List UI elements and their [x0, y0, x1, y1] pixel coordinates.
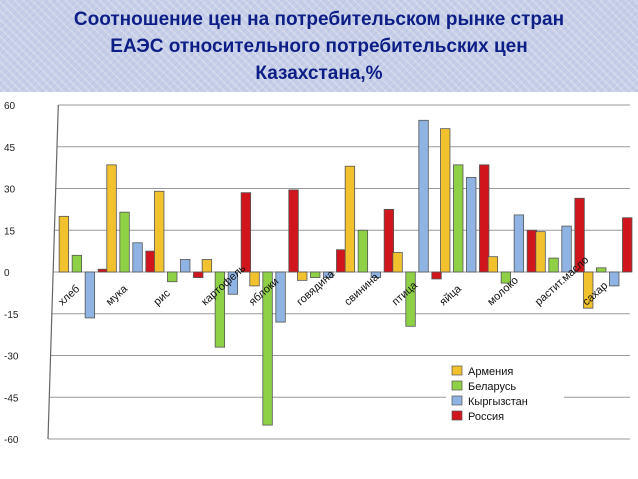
bar-Россия-молоко	[526, 229, 538, 273]
category-label: яйца	[438, 282, 465, 308]
y-tick-label: 30	[4, 185, 16, 196]
legend-label: Беларусь	[468, 381, 516, 393]
bar-Беларусь-растит.масло	[548, 257, 559, 273]
category-label: рис	[152, 287, 174, 308]
bar-Армения-сахар	[583, 271, 594, 309]
bar-Беларусь-сахар	[596, 267, 607, 273]
bar-Беларусь-мука	[119, 211, 130, 273]
bar-Армения-яблоки	[249, 271, 260, 287]
legend-box	[446, 358, 564, 428]
bar-Армения-молоко	[487, 256, 499, 273]
bar-Беларусь-яблоки	[262, 271, 273, 426]
bar-Беларусь-свинина	[357, 229, 369, 273]
y-tick-label: 0	[4, 268, 10, 279]
bar-Кыргызстан-яблоки	[275, 271, 286, 323]
title-line-1: Соотношение цен на потребительском рынке…	[73, 9, 565, 30]
legend-label: Кыргызстан	[468, 396, 528, 408]
y-tick-label: -30	[4, 352, 19, 363]
legend-swatch	[451, 380, 463, 391]
category-label: свинина	[342, 271, 382, 309]
bar-Кыргызстан-птица	[418, 119, 429, 273]
bar-Кыргызстан-сахар	[609, 271, 620, 287]
legend-label: Армения	[468, 366, 513, 378]
bar-Кыргызстан-растит.масло	[561, 225, 572, 273]
bar-Кыргызстан-мука	[132, 242, 143, 273]
category-label: мука	[104, 282, 131, 308]
bar-Беларусь-картофель	[214, 271, 226, 348]
bar-Кыргызстан-яйца	[466, 176, 477, 273]
y-tick-label: -45	[4, 393, 19, 404]
title-line-3: Казахстана,%	[255, 63, 383, 84]
y-tick-label: 45	[4, 143, 16, 154]
bar-Армения-яйца	[440, 128, 451, 273]
bar-Армения-мука	[106, 164, 117, 273]
bar-Кыргызстан-свинина	[370, 271, 382, 278]
bar-Армения-растит.масло	[535, 231, 546, 273]
y-tick-label: -15	[4, 310, 19, 321]
bar-Россия-яблоки	[288, 189, 299, 273]
bar-Беларусь-рис	[167, 271, 178, 283]
bar-Россия-сахар	[622, 217, 633, 273]
legend-swatch	[451, 365, 463, 376]
bar-Россия-мука	[145, 250, 156, 273]
chart-panel: 60 45 30 15 0 -15 -30 -45 -60 хлеб мука рис картофел…	[0, 92, 638, 479]
bar-Беларусь-говядина	[310, 271, 321, 278]
title-line-2: ЕАЭС относительного потребительских цен	[110, 36, 528, 57]
legend-swatch	[451, 410, 463, 421]
y-axis-line	[47, 104, 59, 440]
bar-Россия-яйца	[479, 164, 490, 273]
bar-Армения-птица	[392, 252, 403, 273]
bar-Армения-свинина	[344, 165, 356, 273]
category-label: птица	[390, 279, 421, 308]
bar-Кыргызстан-хлеб	[84, 271, 96, 319]
bar-Кыргызстан-говядина	[323, 271, 334, 278]
bar-Россия-рис	[193, 271, 204, 278]
bar-Армения-говядина	[297, 271, 308, 281]
bar-Россия-свинина	[383, 208, 395, 273]
bar-Беларусь-птица	[405, 271, 416, 327]
bar-Беларусь-яйца	[453, 164, 464, 273]
bar-Россия-говядина	[336, 249, 347, 273]
bar-Россия-хлеб	[97, 268, 109, 273]
bar-Беларусь-молоко	[500, 271, 512, 284]
y-tick-label: -60	[4, 435, 19, 446]
y-tick-label: 60	[4, 101, 16, 112]
bar-Беларусь-хлеб	[71, 254, 83, 273]
bar-Армения-картофель	[201, 259, 213, 273]
bar-Армения-хлеб	[58, 215, 70, 273]
bar-Армения-рис	[154, 190, 165, 273]
bar-Кыргызстан-рис	[180, 259, 191, 273]
legend-label: Россия	[468, 411, 504, 423]
bar-Кыргызстан-молоко	[513, 214, 525, 273]
category-label: хлеб	[56, 283, 82, 308]
bar-Кыргызстан-картофель	[227, 271, 239, 295]
bar-Россия-растит.масло	[574, 197, 585, 273]
y-tick-label: 15	[4, 226, 16, 237]
bar-Россия-картофель	[240, 192, 252, 273]
bar-Россия-птица	[431, 271, 442, 280]
legend-swatch	[451, 395, 463, 406]
slide-title: Соотношение цен на потребительском рынке…	[10, 6, 628, 87]
